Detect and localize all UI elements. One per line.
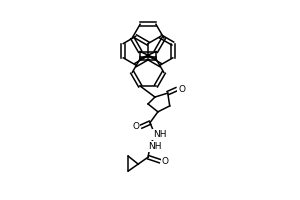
- Text: NH: NH: [153, 130, 166, 139]
- Text: NH: NH: [148, 142, 162, 151]
- Text: O: O: [133, 122, 140, 131]
- Text: O: O: [178, 85, 185, 94]
- Text: O: O: [161, 157, 168, 166]
